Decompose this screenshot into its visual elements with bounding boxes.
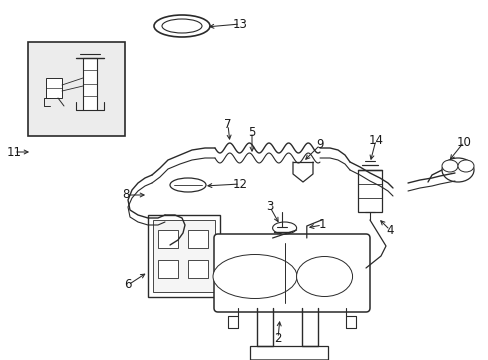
Text: 10: 10 [456,135,470,148]
Text: 7: 7 [224,118,231,131]
Ellipse shape [213,255,296,298]
Ellipse shape [272,222,296,234]
Text: 11: 11 [6,145,21,158]
Text: 9: 9 [316,139,323,152]
Bar [28,42,125,136]
Text: 5: 5 [248,126,255,139]
Ellipse shape [457,160,473,172]
Text: 4: 4 [386,224,393,237]
Bar [83,58,97,110]
Ellipse shape [162,19,202,33]
Ellipse shape [170,178,205,192]
Text: 8: 8 [122,189,129,202]
Bar [46,78,62,98]
FancyBboxPatch shape [214,234,369,312]
Text: 12: 12 [232,177,247,190]
Bar [187,230,207,248]
Text: 13: 13 [232,18,247,31]
Ellipse shape [441,158,473,182]
Text: 1: 1 [318,219,325,231]
Text: 2: 2 [274,332,281,345]
Ellipse shape [441,160,457,172]
Bar [158,260,178,278]
Bar [187,260,207,278]
Text: 14: 14 [368,134,383,147]
Bar [158,230,178,248]
Ellipse shape [154,15,209,37]
Bar [357,170,381,212]
Text: 3: 3 [266,201,273,213]
Bar [249,346,327,360]
Ellipse shape [296,256,352,297]
Bar [153,220,215,292]
Text: 6: 6 [124,279,131,292]
Bar [148,215,220,297]
